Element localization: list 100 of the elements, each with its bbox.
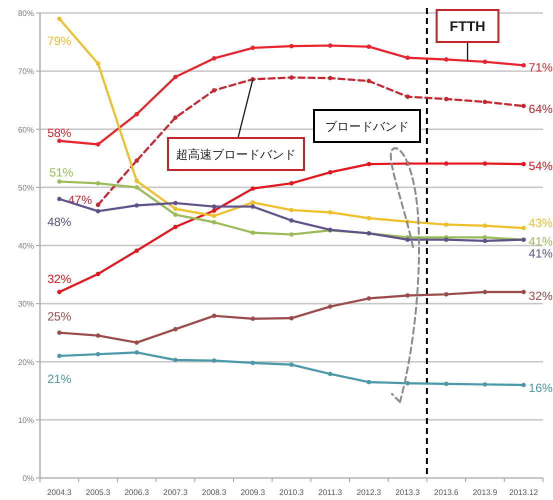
- point: [173, 212, 178, 217]
- point: [212, 204, 216, 209]
- y-tick-label: 30%: [18, 300, 34, 309]
- point: [482, 161, 488, 166]
- point: [405, 381, 410, 386]
- x-tick-label: 2009.3: [240, 488, 266, 497]
- point: [173, 115, 178, 120]
- point: [134, 178, 139, 184]
- point: [521, 162, 526, 166]
- point: [96, 61, 100, 66]
- point: [250, 46, 256, 50]
- point: [134, 350, 139, 355]
- point: [444, 96, 448, 102]
- point: [96, 272, 100, 276]
- point: [289, 316, 294, 320]
- x-tick-label: 2011.3: [318, 488, 343, 497]
- point: [57, 354, 62, 358]
- y-tick-label: 10%: [18, 416, 34, 425]
- data-label: 25%: [47, 310, 72, 324]
- point: [250, 360, 256, 366]
- point: [173, 206, 178, 212]
- point: [521, 63, 526, 68]
- x-tick-label: 2013.6: [434, 488, 460, 497]
- point: [57, 196, 62, 202]
- annotation: ブロードバンド: [313, 109, 421, 403]
- x-tick-label: 2005.3: [86, 488, 111, 497]
- point: [328, 170, 332, 174]
- y-tick-label: 80%: [18, 9, 34, 18]
- point: [289, 362, 294, 367]
- point: [212, 88, 216, 93]
- point: [250, 204, 256, 209]
- point: [173, 358, 178, 362]
- x-tick-label: 2013.9: [472, 488, 498, 497]
- point: [212, 358, 216, 363]
- point: [134, 112, 139, 116]
- point: [212, 220, 216, 224]
- point: [366, 380, 372, 384]
- point: [173, 224, 178, 230]
- y-tick-label: 60%: [18, 125, 34, 134]
- point: [212, 208, 216, 213]
- point: [289, 181, 294, 186]
- y-tick-label: 20%: [18, 358, 34, 367]
- data-label: 54%: [528, 159, 553, 174]
- point: [57, 330, 62, 335]
- point: [250, 200, 256, 205]
- point: [521, 226, 526, 230]
- point: [134, 203, 139, 208]
- y-tick-label: 40%: [18, 242, 34, 250]
- point: [57, 16, 62, 22]
- point: [134, 248, 139, 253]
- data-label: 51%: [49, 166, 74, 180]
- point: [482, 60, 488, 64]
- point: [212, 56, 216, 61]
- point: [482, 290, 488, 294]
- point: [328, 43, 332, 48]
- point: [366, 44, 372, 49]
- point: [405, 94, 410, 99]
- point: [250, 316, 256, 321]
- series-label: FTTH: [450, 18, 486, 34]
- point: [289, 44, 294, 48]
- y-tick-label: 70%: [18, 67, 34, 76]
- point: [57, 179, 62, 184]
- point: [289, 232, 294, 237]
- point: [328, 372, 332, 376]
- data-label: 32%: [47, 272, 72, 286]
- point: [444, 382, 448, 386]
- point: [289, 208, 294, 212]
- point: [212, 314, 216, 318]
- x-tick-label: 2006.3: [124, 488, 150, 497]
- point: [57, 138, 62, 144]
- data-label: 43%: [528, 216, 553, 230]
- x-tick-label: 2008.3: [202, 488, 227, 497]
- annotation: ブロードバンド: [325, 119, 409, 134]
- data-label: 71%: [528, 60, 553, 74]
- x-tick-label: 2010.3: [279, 488, 304, 497]
- point: [328, 210, 332, 215]
- x-tick-label: 2013.3: [395, 488, 420, 497]
- point: [96, 209, 100, 214]
- data-label: 58%: [47, 126, 72, 140]
- data-label: 41%: [528, 246, 553, 261]
- point: [134, 340, 139, 345]
- x-tick-label: 2004.3: [47, 488, 72, 497]
- point: [366, 216, 372, 220]
- point: [328, 76, 332, 80]
- point: [328, 304, 332, 309]
- point: [289, 218, 294, 223]
- point: [482, 224, 488, 228]
- point: [96, 181, 100, 186]
- point: [250, 230, 256, 235]
- point: [444, 292, 448, 297]
- point: [366, 296, 372, 301]
- point: [521, 290, 526, 294]
- point: [96, 333, 100, 338]
- data-label: 32%: [528, 289, 553, 303]
- x-tick-label: 2013.12: [509, 488, 539, 497]
- point: [405, 56, 410, 60]
- point: [521, 104, 526, 108]
- point: [173, 327, 178, 332]
- point: [366, 78, 372, 84]
- data-label: 16%: [528, 381, 553, 395]
